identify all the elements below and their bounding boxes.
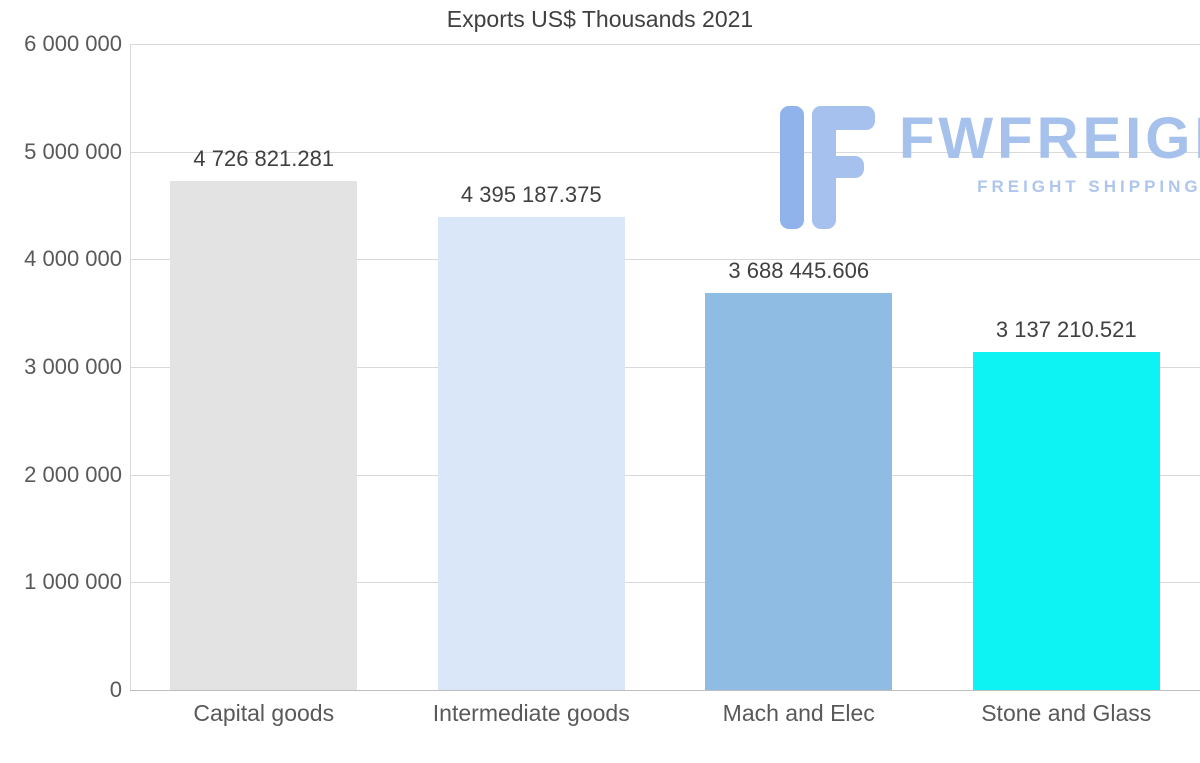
- chart-title: Exports US$ Thousands 2021: [446, 6, 754, 32]
- x-axis-label: Intermediate goods: [432, 700, 630, 726]
- gridline: [130, 367, 1200, 368]
- y-axis-tick-label: 1 000 000: [24, 569, 122, 595]
- watermark-tagline: FREIGHT SHIPPING: [977, 176, 1200, 196]
- y-axis-tick-label: 2 000 000: [24, 461, 122, 487]
- bar-group: 4 726 821.281: [130, 44, 398, 690]
- y-axis-tick-label: 5 000 000: [24, 138, 122, 164]
- bar: [972, 352, 1160, 690]
- bar: [705, 292, 893, 690]
- gridline: [130, 582, 1200, 584]
- bar-value-label: 3 137 210.521: [995, 317, 1137, 343]
- bar-group: 3 688 445.606: [665, 44, 933, 690]
- bar-value-label: 4 395 187.375: [460, 181, 602, 207]
- y-axis-labels: 0 1 000 000 2 000 000 3 000 000 4 000 000 5 0…: [0, 31, 122, 702]
- watermark: FWFREIGHT FREIGHT SHIPPING: [780, 106, 1200, 229]
- gridline: [130, 44, 1200, 45]
- watermark-text: FWFREIGHT FREIGHT SHIPPING: [899, 106, 1200, 197]
- gridline: [130, 259, 1200, 261]
- y-axis-tick-label: 4 000 000: [24, 246, 122, 272]
- bar: [170, 181, 358, 690]
- x-axis-label: Stone and Glass: [981, 700, 1152, 726]
- gridline: [130, 474, 1200, 476]
- fwfreight-logo-icon: [780, 106, 875, 229]
- y-axis-tick-label: 6 000 000: [24, 31, 122, 56]
- x-axis-label: Capital goods: [193, 700, 335, 726]
- bar-group: 4 395 187.375: [398, 44, 666, 690]
- y-axis-tick-label: 3 000 000: [24, 354, 122, 379]
- x-axis-label: Mach and Elec: [722, 700, 875, 726]
- x-axis-labels: Capital goods Intermediate goods Mach and …: [130, 700, 1200, 727]
- bar: [437, 216, 625, 690]
- gridline: [130, 151, 1200, 153]
- y-axis-tick-label: 0: [109, 677, 122, 702]
- watermark-brand: FWFREIGHT: [899, 106, 1200, 171]
- gridlines: [130, 44, 1200, 691]
- bar-value-label: 4 726 821.281: [193, 146, 335, 172]
- bar-group: 3 137 210.521: [933, 44, 1200, 690]
- bars: 4 726 821.281 4 395 187.375 3 688 445.606 3…: [130, 44, 1200, 690]
- plot-area: 4 726 821.281 4 395 187.375 3 688 445.606 3…: [130, 44, 1200, 691]
- bar-value-label: 3 688 445.606: [728, 257, 870, 283]
- gridline: [130, 690, 1200, 691]
